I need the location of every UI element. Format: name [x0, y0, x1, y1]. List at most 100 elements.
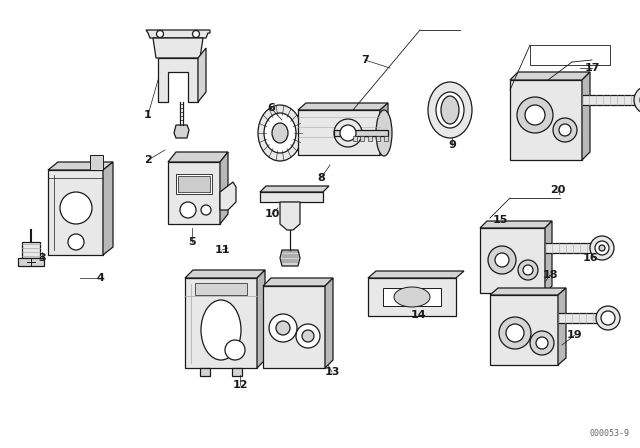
Ellipse shape: [394, 287, 430, 307]
Circle shape: [488, 246, 516, 274]
Circle shape: [201, 205, 211, 215]
Text: 18: 18: [542, 270, 557, 280]
Polygon shape: [200, 368, 210, 376]
Circle shape: [553, 118, 577, 142]
Polygon shape: [257, 270, 265, 368]
Text: 000053-9: 000053-9: [590, 429, 630, 438]
Polygon shape: [103, 162, 113, 255]
Text: 6: 6: [267, 103, 275, 113]
Circle shape: [68, 234, 84, 250]
Circle shape: [193, 30, 200, 38]
Bar: [176, 174, 212, 194]
Text: 5: 5: [188, 237, 196, 247]
Circle shape: [590, 236, 614, 260]
Circle shape: [506, 324, 524, 342]
Polygon shape: [558, 288, 566, 365]
Polygon shape: [185, 278, 257, 368]
Polygon shape: [48, 170, 103, 255]
Polygon shape: [380, 103, 388, 155]
Text: 20: 20: [550, 185, 566, 195]
Ellipse shape: [441, 96, 459, 124]
Ellipse shape: [258, 105, 302, 161]
Text: 7: 7: [361, 55, 369, 65]
Polygon shape: [558, 313, 600, 323]
Text: 16: 16: [582, 253, 598, 263]
Polygon shape: [263, 278, 333, 286]
Polygon shape: [490, 288, 566, 295]
Text: 12: 12: [232, 380, 248, 390]
Circle shape: [60, 192, 92, 224]
Polygon shape: [480, 221, 552, 228]
Polygon shape: [582, 72, 590, 160]
Circle shape: [499, 317, 531, 349]
Circle shape: [595, 241, 609, 255]
Polygon shape: [353, 136, 357, 141]
Polygon shape: [530, 45, 610, 65]
Text: 3: 3: [38, 253, 46, 263]
Polygon shape: [298, 110, 380, 155]
Circle shape: [530, 331, 554, 355]
Circle shape: [296, 324, 320, 348]
Polygon shape: [325, 278, 333, 368]
Text: 9: 9: [448, 140, 456, 150]
Polygon shape: [232, 368, 242, 376]
Polygon shape: [168, 162, 220, 224]
Circle shape: [599, 245, 605, 251]
Polygon shape: [158, 58, 198, 102]
Polygon shape: [512, 293, 545, 310]
Circle shape: [276, 321, 290, 335]
Text: 14: 14: [410, 310, 426, 320]
Polygon shape: [334, 130, 388, 136]
Ellipse shape: [436, 92, 464, 128]
Polygon shape: [368, 271, 464, 278]
Circle shape: [157, 30, 163, 38]
Circle shape: [334, 119, 362, 147]
Polygon shape: [368, 278, 456, 316]
Ellipse shape: [264, 113, 296, 153]
Polygon shape: [260, 186, 329, 192]
Polygon shape: [22, 242, 40, 258]
Circle shape: [525, 105, 545, 125]
Circle shape: [495, 253, 509, 267]
Polygon shape: [220, 152, 228, 224]
Circle shape: [302, 330, 314, 342]
Bar: [195, 283, 247, 295]
Ellipse shape: [376, 110, 392, 156]
Text: 17: 17: [584, 63, 600, 73]
Circle shape: [340, 125, 356, 141]
Polygon shape: [582, 95, 640, 105]
Circle shape: [523, 265, 533, 275]
Polygon shape: [368, 136, 372, 141]
Polygon shape: [510, 80, 582, 160]
Text: 15: 15: [492, 215, 508, 225]
Ellipse shape: [428, 82, 472, 138]
Polygon shape: [168, 152, 228, 162]
Polygon shape: [18, 258, 44, 266]
Circle shape: [536, 337, 548, 349]
Polygon shape: [490, 295, 558, 365]
Polygon shape: [384, 136, 388, 141]
Circle shape: [180, 202, 196, 218]
Ellipse shape: [201, 300, 241, 360]
Circle shape: [517, 97, 553, 133]
Circle shape: [559, 124, 571, 136]
Polygon shape: [298, 103, 388, 110]
Text: 13: 13: [324, 367, 340, 377]
Polygon shape: [146, 30, 210, 38]
Polygon shape: [383, 288, 441, 306]
Polygon shape: [545, 221, 552, 293]
Polygon shape: [174, 125, 189, 138]
Circle shape: [225, 340, 245, 360]
Polygon shape: [510, 72, 590, 80]
Polygon shape: [545, 243, 595, 253]
Text: 10: 10: [264, 209, 280, 219]
Polygon shape: [280, 202, 300, 230]
Polygon shape: [198, 48, 206, 102]
Polygon shape: [360, 136, 364, 141]
Bar: [178, 176, 210, 192]
Text: 19: 19: [567, 330, 583, 340]
Polygon shape: [260, 192, 323, 202]
Circle shape: [596, 306, 620, 330]
Circle shape: [269, 314, 297, 342]
Polygon shape: [185, 270, 265, 278]
